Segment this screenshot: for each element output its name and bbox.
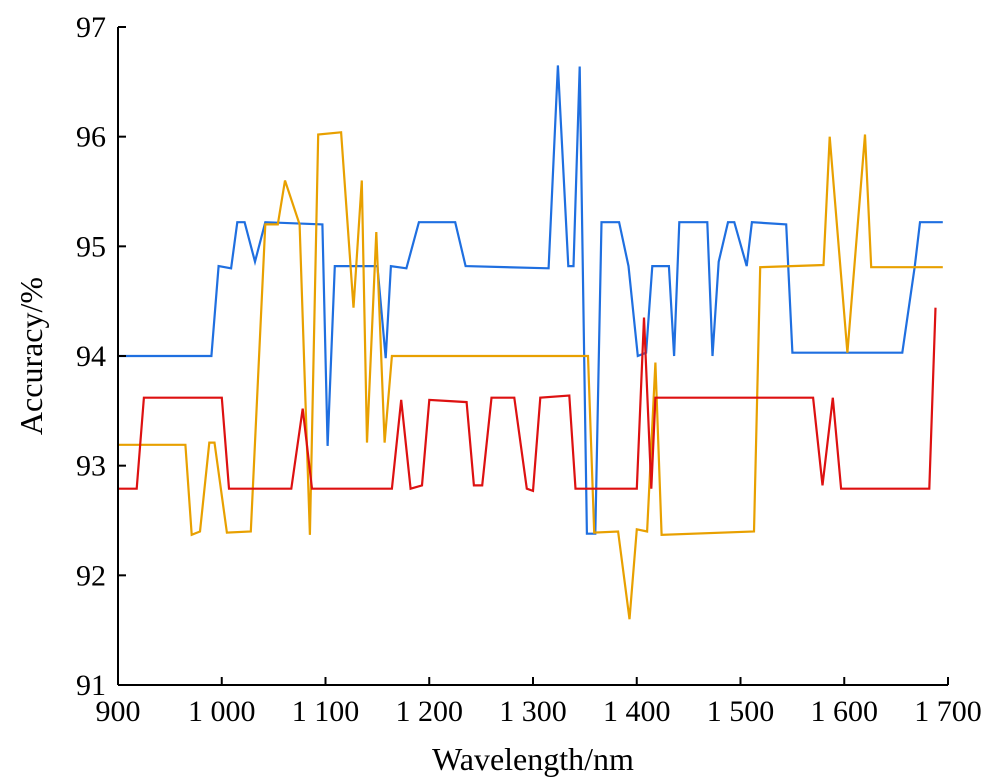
x-tick-label: 1 300 (499, 695, 567, 728)
y-tick-label: 92 (76, 559, 106, 592)
y-tick-label: 91 (76, 669, 106, 702)
x-tick-label: 900 (96, 695, 141, 728)
x-axis-title: Wavelength/nm (432, 741, 634, 777)
series-line-2 (118, 131, 943, 620)
y-tick-label: 95 (76, 230, 106, 263)
x-tick-label: 1 000 (188, 695, 256, 728)
series-layer (118, 65, 943, 620)
y-tick-label: 97 (76, 11, 106, 44)
y-tick-label: 93 (76, 450, 106, 483)
x-tick-label: 1 700 (914, 695, 982, 728)
x-tick-label: 1 400 (603, 695, 671, 728)
x-tick-label: 1 100 (292, 695, 360, 728)
series-line-1 (118, 65, 943, 535)
y-axis-ticks: 91 92 93 94 95 96 97 (76, 11, 126, 702)
x-tick-label: 1 500 (707, 695, 775, 728)
x-axis-ticks: 900 1 000 1 100 1 200 1 300 1 400 1 500 1 600 1 … (96, 677, 982, 728)
y-tick-label: 94 (76, 340, 106, 373)
y-tick-label: 96 (76, 121, 106, 154)
x-tick-label: 1 200 (396, 695, 464, 728)
y-axis-title: Accuracy/% (13, 277, 49, 435)
x-tick-label: 1 600 (811, 695, 879, 728)
series-line-3 (118, 307, 937, 493)
